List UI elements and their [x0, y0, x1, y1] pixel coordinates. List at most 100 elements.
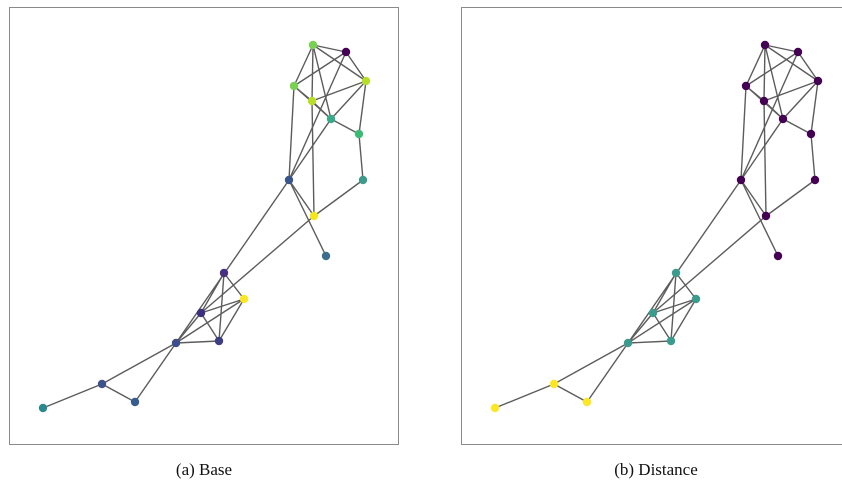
graph-edge-n8-n14: [627, 179, 742, 344]
graph-edge-n14-n15: [175, 340, 220, 344]
caption-distance: (b) Distance: [614, 460, 698, 479]
graph-edge-n11-n12: [675, 272, 697, 300]
graph-edge-n0-n4: [763, 44, 766, 102]
graph-node-n7: [358, 175, 368, 185]
graph-edge-n16-n18: [42, 383, 103, 409]
graph-edge-n3-n6: [810, 80, 819, 135]
graph-edge-n2-n8: [288, 85, 295, 181]
nodes: [38, 40, 371, 413]
graph-edge-n3-n5: [782, 80, 819, 120]
graph-edge-n5-n6: [330, 118, 360, 135]
graph-node-n2: [289, 81, 299, 91]
graph-edge-n6-n7: [810, 133, 816, 181]
graph-node-n14: [623, 338, 633, 348]
graph-distance: [490, 40, 823, 413]
graph-frame-base: [9, 7, 399, 445]
graph-node-n6: [806, 129, 816, 139]
graph-node-n13: [196, 308, 206, 318]
graph-node-n17: [582, 397, 592, 407]
graph-edge-n0-n2: [293, 44, 314, 87]
graph-edge-n7-n9: [313, 179, 364, 217]
graph-edge-n4-n9: [763, 100, 767, 217]
graph-edge-n13-n14: [627, 312, 654, 344]
nodes: [490, 40, 823, 413]
graph-edge-n14-n17: [586, 342, 629, 403]
graph-edge-n8-n9: [740, 179, 767, 217]
graph-node-n10: [321, 251, 331, 261]
graph-node-n15: [214, 336, 224, 346]
graph-node-n4: [759, 96, 769, 106]
graph-node-n14: [171, 338, 181, 348]
graph-edge-n5-n6: [782, 118, 812, 135]
graph-edge-n0-n5: [312, 44, 332, 120]
graph-edge-n8-n9: [288, 179, 315, 217]
graph-node-n2: [741, 81, 751, 91]
graph-node-n11: [671, 268, 681, 278]
graph-frame-distance: [461, 7, 842, 445]
graph-node-n18: [38, 403, 48, 413]
panel-distance: (b) Distance: [452, 0, 842, 486]
edges: [494, 44, 819, 409]
graph-node-n3: [813, 76, 823, 86]
graph-node-n15: [666, 336, 676, 346]
graph-edge-n13-n15: [652, 312, 672, 342]
graph-edge-n11-n12: [223, 272, 245, 300]
graph-edge-n14-n15: [627, 340, 672, 344]
graph-edge-n4-n5: [763, 100, 784, 120]
graph-edge-n0-n3: [764, 44, 819, 82]
graph-edge-n12-n13: [652, 298, 697, 314]
graph-edge-n5-n8: [740, 118, 784, 181]
graph-edge-n6-n7: [358, 133, 364, 181]
graph-node-n11: [219, 268, 229, 278]
graph-node-n4: [307, 96, 317, 106]
graph-node-n12: [239, 294, 249, 304]
graph-node-n17: [130, 397, 140, 407]
graph-edge-n1-n2: [745, 51, 799, 87]
graph-edge-n1-n8: [288, 51, 347, 181]
graph-node-n1: [793, 47, 803, 57]
graph-node-n0: [760, 40, 770, 50]
graph-edge-n8-n14: [175, 179, 290, 344]
graph-edge-n0-n4: [311, 44, 314, 102]
graph-edge-n16-n17: [553, 383, 588, 403]
graph-node-n12: [691, 294, 701, 304]
graph-node-n6: [354, 129, 364, 139]
graph-edge-n0-n5: [764, 44, 784, 120]
graph-edge-n8-n10: [288, 179, 327, 257]
graph-edge-n8-n10: [740, 179, 779, 257]
graph-edge-n0-n1: [312, 44, 347, 53]
graph-edge-n1-n3: [797, 51, 819, 82]
graph-edge-n12-n15: [670, 298, 697, 342]
panel-base: (a) Base: [0, 0, 400, 486]
graph-edge-n11-n13: [652, 272, 677, 314]
graph-node-n3: [361, 76, 371, 86]
graph-edge-n4-n5: [311, 100, 332, 120]
graph-node-n1: [341, 47, 351, 57]
graph-edge-n3-n5: [330, 80, 367, 120]
graph-edge-n16-n17: [101, 383, 136, 403]
graph-edge-n3-n4: [311, 80, 367, 102]
graph-edge-n12-n14: [175, 298, 245, 344]
graph-edge-n12-n13: [200, 298, 245, 314]
graph-edge-n1-n3: [345, 51, 367, 82]
graph-node-n5: [326, 114, 336, 124]
graph-edge-n4-n9: [311, 100, 315, 217]
graph-edge-n3-n4: [763, 80, 819, 102]
graph-edge-n9-n13: [652, 215, 767, 314]
graph-base: [38, 40, 371, 413]
graph-edge-n0-n3: [312, 44, 367, 82]
graph-edge-n14-n16: [553, 342, 629, 385]
graph-edge-n1-n2: [293, 51, 347, 87]
graph-edge-n3-n6: [358, 80, 367, 135]
graph-edge-n1-n8: [740, 51, 799, 181]
graph-node-n8: [736, 175, 746, 185]
graph-edge-n7-n9: [765, 179, 816, 217]
graph-edge-n12-n14: [627, 298, 697, 344]
graph-edge-n16-n18: [494, 383, 555, 409]
graph-node-n18: [490, 403, 500, 413]
graph-node-n9: [761, 211, 771, 221]
graph-edge-n13-n14: [175, 312, 202, 344]
graph-node-n7: [810, 175, 820, 185]
graph-node-n10: [773, 251, 783, 261]
graph-edge-n14-n16: [101, 342, 177, 385]
